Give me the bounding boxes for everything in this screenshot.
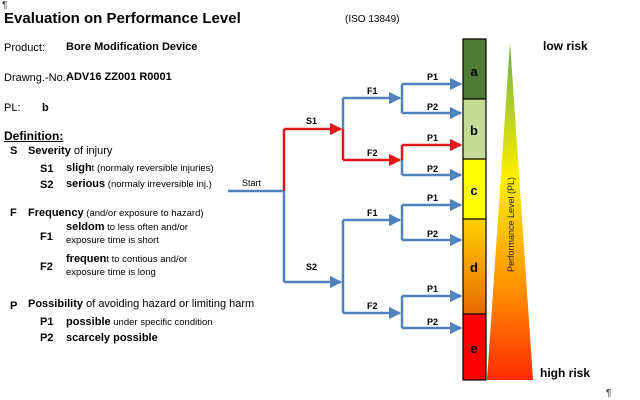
p2-code: P2 — [40, 332, 54, 344]
p-label: P2 — [427, 164, 438, 174]
f2-upper-label: F2 — [367, 148, 378, 158]
product-value: Bore Modification Device — [66, 41, 198, 53]
f1-description: seldom to less often and/or — [66, 221, 188, 233]
performance-level-axis-label: Performance Level (PL) — [506, 177, 516, 272]
level-b-cell — [463, 99, 486, 159]
level-b-label: b — [470, 123, 478, 138]
pilcrow-mark: ¶ — [2, 0, 8, 11]
p-label: P2 — [427, 317, 438, 327]
frequency-title: Frequency (and/or exposure to hazard) — [28, 207, 204, 219]
f2-description-line2: exposure time is long — [66, 267, 156, 278]
page-title: Evaluation on Performance Level — [4, 10, 241, 27]
possibility-symbol: P — [10, 300, 18, 312]
level-a-label: a — [470, 64, 478, 79]
drawing-number-value: ADV16 ZZ001 R0001 — [66, 71, 172, 83]
p-label: P2 — [427, 229, 438, 239]
low-risk-label: low risk — [543, 39, 588, 53]
level-a-cell — [463, 39, 486, 99]
s1-description: slight (normaly reversible injuries) — [66, 162, 214, 174]
f1-description-line2: exposure time is short — [66, 235, 159, 246]
f2-lower-label: F2 — [367, 301, 378, 311]
p-label: P1 — [427, 284, 438, 294]
p2-description: scarcely possible — [66, 332, 158, 344]
pilcrow-mark: ¶ — [606, 388, 612, 399]
s2-description: serious (normaly irreversible inj.) — [66, 178, 212, 190]
level-d-cell — [463, 219, 486, 314]
p-label: P1 — [427, 133, 438, 143]
product-label: Product: — [4, 42, 45, 54]
level-c-label: c — [470, 183, 477, 198]
level-d-label: d — [470, 260, 478, 275]
f1-lower-label: F1 — [367, 208, 378, 218]
level-e-label: e — [470, 341, 477, 356]
p-label: P1 — [427, 72, 438, 82]
s2-label: S2 — [306, 262, 317, 272]
start-label: Start — [242, 178, 262, 188]
f1-code: F1 — [40, 231, 53, 243]
severity-symbol: S — [10, 145, 18, 157]
p-label: P1 — [427, 193, 438, 203]
level-e-cell — [463, 314, 486, 380]
s1-label: S1 — [306, 116, 317, 126]
high-risk-label: high risk — [540, 366, 591, 380]
f2-code: F2 — [40, 261, 53, 273]
drawing-number-label: Drawng.-No.: — [4, 72, 69, 84]
possibility-title: Possibility of avoiding hazard or limiti… — [28, 298, 255, 310]
p1-code: P1 — [40, 316, 54, 328]
p1-description: possible under specific condition — [66, 316, 213, 328]
p-label: P2 — [427, 102, 438, 112]
pl-value: b — [42, 102, 49, 114]
pl-label: PL: — [4, 102, 21, 114]
f2-description: frequent to contious and/or — [66, 253, 188, 265]
s1-code: S1 — [40, 163, 54, 175]
severity-title: Severity of injury — [28, 145, 113, 157]
f1-upper-label: F1 — [367, 86, 378, 96]
frequency-symbol: F — [10, 207, 17, 219]
iso-reference: (ISO 13849) — [345, 14, 400, 25]
level-c-cell — [463, 159, 486, 219]
definition-heading: Definition: — [4, 129, 64, 143]
s2-code: S2 — [40, 179, 54, 191]
performance-level-triangle — [487, 42, 533, 380]
